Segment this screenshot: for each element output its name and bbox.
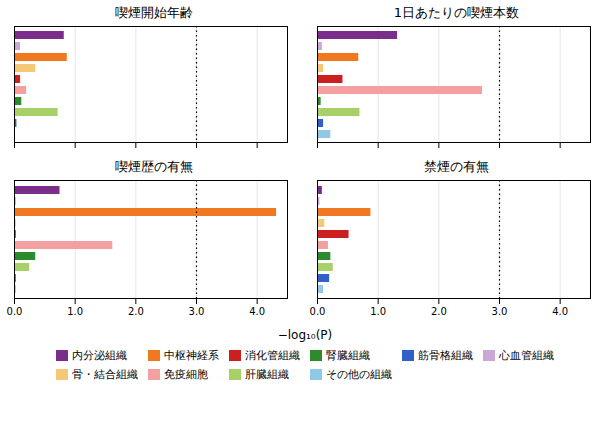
- html-text:腎臓組織: 腎臓組織: [326, 349, 370, 362]
- svg-text:3.0: 3.0: [189, 306, 205, 317]
- html-text:1日あたりの喫煙本数: 1日あたりの喫煙本数: [393, 5, 520, 20]
- svg-text:0.0: 0.0: [7, 306, 23, 317]
- html-text:消化管組織: 消化管組織: [245, 349, 300, 362]
- svg-text:4.0: 4.0: [249, 306, 265, 317]
- html-text:内分泌組織: 内分泌組織: [72, 349, 127, 362]
- svg-text:4.0: 4.0: [552, 306, 568, 317]
- html-text:骨・結合組織: 骨・結合組織: [72, 368, 138, 381]
- svg-text:2.0: 2.0: [128, 306, 144, 317]
- svg-text:1.0: 1.0: [67, 306, 83, 317]
- html-text:免疫細胞: 免疫細胞: [164, 368, 208, 381]
- html-text:筋骨格組織: 筋骨格組織: [418, 349, 473, 362]
- html-text:−log₁₀(P): −log₁₀(P): [277, 328, 333, 342]
- html-text:その他の組織: その他の組織: [326, 368, 392, 381]
- html-text:心血管組織: 心血管組織: [499, 349, 554, 362]
- svg-text:0.0: 0.0: [310, 306, 326, 317]
- html-text:肝臓組織: 肝臓組織: [245, 368, 289, 381]
- svg-text:2.0: 2.0: [431, 306, 447, 317]
- html-text:禁煙の有無: 禁煙の有無: [424, 159, 489, 174]
- html-text:喫煙開始年齢: 喫煙開始年齢: [114, 5, 193, 20]
- svg-text:3.0: 3.0: [492, 306, 508, 317]
- html-text:中枢神経系: 中枢神経系: [164, 349, 219, 362]
- html-text:喫煙歴の有無: 喫煙歴の有無: [114, 159, 193, 174]
- svg-text:1.0: 1.0: [370, 306, 386, 317]
